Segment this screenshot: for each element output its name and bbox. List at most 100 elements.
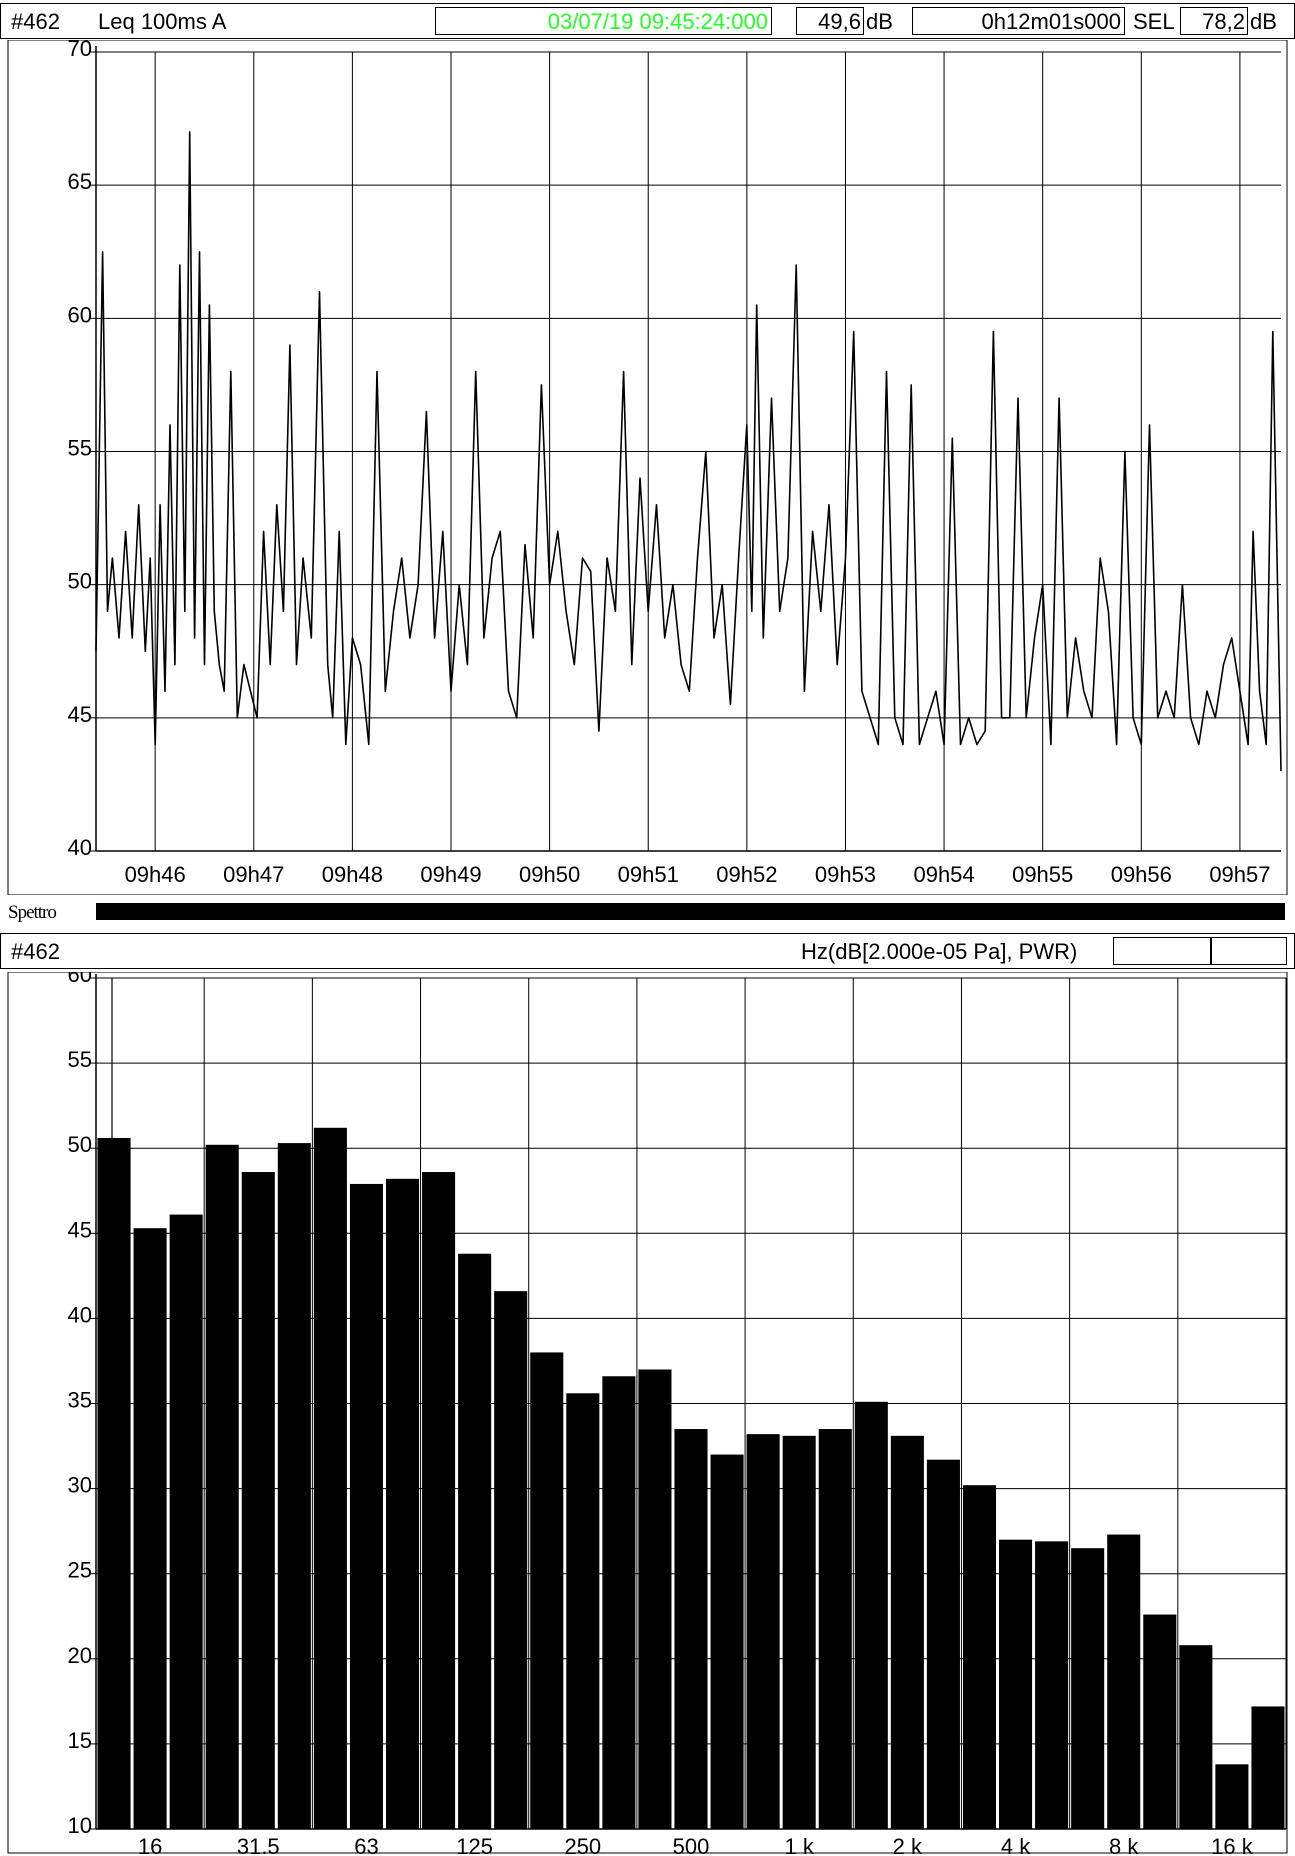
x-tick-label: 09h49 <box>420 862 481 887</box>
y-tick-label: 50 <box>68 1132 92 1157</box>
x-tick-label: 16 <box>138 1834 162 1856</box>
spectrum-field-1[interactable] <box>1113 937 1211 965</box>
x-tick-label: 8 k <box>1109 1834 1139 1856</box>
x-tick-label: 09h51 <box>618 862 679 887</box>
spectrum-bar <box>458 1253 492 1829</box>
spectrum-strip[interactable] <box>96 903 1285 920</box>
spectrum-bar <box>999 1539 1033 1829</box>
spectrum-bar <box>566 1393 600 1829</box>
spectrum-bar <box>133 1228 167 1829</box>
timestamp-field[interactable]: 03/07/19 09:45:24:000 <box>435 7 772 35</box>
spectrum-bar <box>746 1434 780 1829</box>
spectrum-chart[interactable]: 10 15 20 25 30 35 40 45 50 55 60 16 31.5 63 125 250 500 1… <box>0 972 1295 1856</box>
spectrum-bar <box>638 1369 672 1829</box>
y-tick-label: 40 <box>68 835 92 860</box>
y-tick-label: 55 <box>68 1047 92 1072</box>
spectrum-bar <box>97 1137 131 1829</box>
spectrum-bar <box>1035 1541 1069 1829</box>
spectrum-frame <box>7 972 1288 1854</box>
y-tick-label: 30 <box>68 1473 92 1498</box>
spectrum-bar <box>782 1435 816 1829</box>
x-tick-label: 09h54 <box>913 862 974 887</box>
chart-frame <box>7 40 1288 895</box>
measure-label: Leq 100ms A <box>98 9 227 34</box>
spectrum-bar <box>674 1429 708 1829</box>
y-tick-label: 10 <box>68 1813 92 1838</box>
spectrum-bar <box>602 1376 636 1829</box>
y-tick-label: 35 <box>68 1388 92 1413</box>
spectrum-bar <box>1251 1706 1285 1829</box>
y-tick-label: 55 <box>68 436 92 461</box>
x-tick-label: 09h53 <box>815 862 876 887</box>
y-tick-label: 50 <box>68 569 92 594</box>
y-tick-label: 25 <box>68 1558 92 1583</box>
y-tick-label: 60 <box>68 302 92 327</box>
duration-value: 0h12m01s000 <box>981 9 1121 34</box>
x-tick-label: 09h57 <box>1209 862 1270 887</box>
spectrum-bar <box>710 1454 744 1829</box>
x-tick-label: 500 <box>673 1834 710 1856</box>
spectrum-bar <box>1179 1645 1213 1829</box>
x-tick-label: 16 k <box>1211 1834 1254 1856</box>
sel-value: 78,2 <box>1202 9 1245 34</box>
spectrum-bar <box>1107 1534 1141 1829</box>
sel-value-field[interactable]: 78,2 <box>1180 7 1248 35</box>
spectrum-strip-label: Spettro <box>8 902 57 923</box>
timestamp-value: 03/07/19 09:45:24:000 <box>547 9 768 34</box>
spectrum-bar <box>926 1459 960 1829</box>
spectrum-bar <box>277 1143 311 1829</box>
x-tick-label: 09h50 <box>519 862 580 887</box>
y-tick-label: 60 <box>68 972 92 987</box>
spectrum-bar <box>1071 1548 1105 1829</box>
time-history-chart[interactable]: 40 45 50 55 60 65 70 09h46 09h47 09h48 09h49 09h50 0… <box>0 40 1295 895</box>
y-tick-label: 15 <box>68 1728 92 1753</box>
sel-unit: dB <box>1250 9 1277 34</box>
spectrum-bar <box>313 1127 347 1829</box>
x-tick-label: 09h55 <box>1012 862 1073 887</box>
spectrum-units-label: Hz(dB[2.000e-05 Pa], PWR) <box>801 939 1078 964</box>
y-tick-label: 45 <box>68 702 92 727</box>
y-tick-label: 70 <box>68 40 92 61</box>
spectrum-bar <box>1143 1614 1177 1829</box>
x-tick-label: 31.5 <box>237 1834 280 1856</box>
sel-label: SEL <box>1133 9 1175 34</box>
spectrum-field-2[interactable] <box>1211 937 1287 965</box>
level-value: 49,6 <box>818 9 861 34</box>
spectrum-bar <box>241 1172 275 1829</box>
spectrum-bar <box>349 1183 383 1829</box>
x-tick-label: 09h46 <box>125 862 186 887</box>
x-tick-label: 125 <box>456 1834 493 1856</box>
spectrum-bar <box>494 1291 528 1829</box>
spectrum-bar <box>890 1435 924 1829</box>
x-tick-label: 09h48 <box>322 862 383 887</box>
y-tick-label: 20 <box>68 1643 92 1668</box>
x-tick-label: 4 k <box>1001 1834 1031 1856</box>
spectrum-header: #462 Hz(dB[2.000e-05 Pa], PWR) <box>0 933 1295 969</box>
leq-series-line <box>95 131 1282 772</box>
spectrum-bar <box>205 1144 239 1829</box>
spectrum-bar <box>422 1172 456 1829</box>
spectrum-bar <box>818 1429 852 1829</box>
time-history-header: #462 Leq 100ms A 03/07/19 09:45:24:000 4… <box>0 3 1295 39</box>
channel-label: #462 <box>11 9 60 34</box>
spectrum-bar <box>1215 1764 1249 1829</box>
spectrum-bar <box>854 1401 888 1829</box>
spectrum-bar <box>169 1214 203 1829</box>
level-unit: dB <box>866 9 893 34</box>
spectrum-bar <box>385 1178 420 1829</box>
x-tick-label: 63 <box>354 1834 378 1856</box>
x-tick-label: 2 k <box>893 1834 923 1856</box>
level-value-field[interactable]: 49,6 <box>796 7 864 35</box>
y-tick-label: 45 <box>68 1217 92 1242</box>
spectrum-channel-label: #462 <box>11 939 60 964</box>
x-tick-label: 09h47 <box>223 862 284 887</box>
spectrum-bar <box>530 1352 564 1829</box>
x-tick-label: 250 <box>564 1834 601 1856</box>
y-tick-label: 65 <box>68 169 92 194</box>
duration-field[interactable]: 0h12m01s000 <box>912 7 1125 35</box>
y-tick-label: 40 <box>68 1302 92 1327</box>
x-tick-label: 09h52 <box>716 862 777 887</box>
spectrum-bar <box>962 1485 997 1829</box>
x-tick-label: 1 k <box>785 1834 815 1856</box>
x-tick-label: 09h56 <box>1111 862 1172 887</box>
